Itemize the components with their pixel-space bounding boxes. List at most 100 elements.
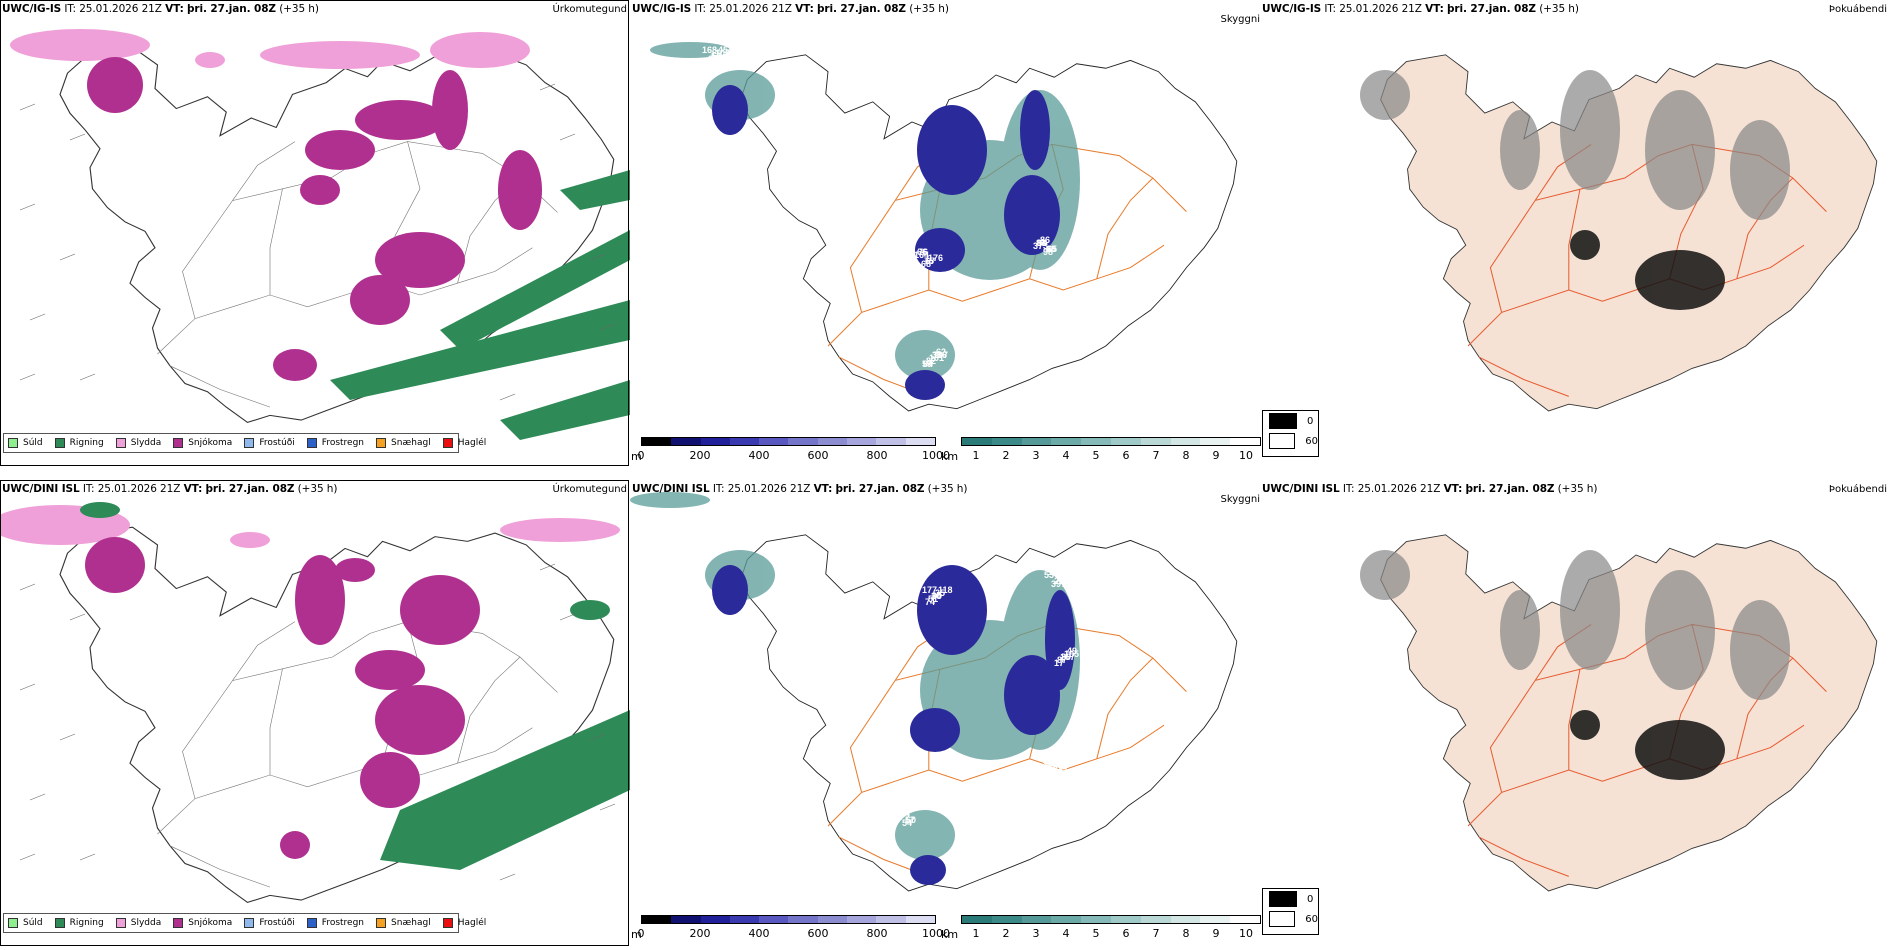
colorbar-tick: 3 (1032, 927, 1040, 940)
fog-map-bottom (1360, 534, 1878, 892)
legend-swatch (306, 438, 317, 448)
colorbar-cell (1170, 438, 1201, 445)
fog-legend-bottom: 0 60 (1262, 888, 1319, 935)
ceiling-value: 59 (1046, 758, 1056, 768)
legend-item: Haglél (442, 438, 487, 448)
panel-title: Þokuábendi (1828, 484, 1887, 495)
colorbar-cell (700, 916, 730, 923)
colorbar-cell (1021, 916, 1052, 923)
colorbar-tick: 1 (972, 927, 980, 940)
colorbar-tick: 400 (748, 927, 770, 940)
colorbar-tick: 4 (1062, 449, 1070, 462)
colorbar-tick: 2 (1002, 927, 1010, 940)
legend-swatch (115, 918, 126, 928)
colorbar-tick: 4 (1062, 927, 1070, 940)
precip-frame (0, 0, 629, 466)
colorbar-tick: 1000 (922, 449, 950, 462)
colorbar-cell (700, 438, 730, 445)
ceiling-value: 194 (1043, 761, 1058, 771)
colorbar-cell (1021, 438, 1052, 445)
colorbar-cell (991, 916, 1022, 923)
ceiling-value: 89 (1046, 244, 1056, 254)
ceiling-value: 82 (926, 356, 936, 366)
colorbar-tick: 200 (689, 927, 711, 940)
legend-swatch (376, 438, 387, 448)
colorbar-tick: 600 (807, 449, 829, 462)
colorbar-cell (788, 916, 818, 923)
legend-label: Haglél (457, 438, 487, 448)
legend-item: Rigning (54, 438, 104, 448)
ceiling-value: 110 (1048, 567, 1063, 577)
fog-panel-bottom: UWC/DINI ISL IT: 25.01.2026 21Z VT: þri.… (1260, 480, 1890, 948)
ceiling-value: 30 (931, 591, 941, 601)
legend-swatch (244, 918, 255, 928)
legend-label: Haglél (457, 918, 487, 928)
ceiling-value: 70 (1100, 122, 1110, 132)
colorbar-tick: 800 (866, 449, 888, 462)
legend-item: Snæhagl (376, 918, 431, 928)
colorbar-cell (729, 438, 760, 445)
ceiling-value: 70 (1055, 576, 1065, 586)
colorbar-cell (1200, 916, 1231, 923)
legend-label: Frostregn (321, 918, 365, 928)
legend-label: Súld (23, 918, 43, 928)
legend-item: Frostregn (306, 438, 364, 448)
colorbar-cell (1051, 916, 1082, 923)
ceiling-value: 121 (822, 192, 837, 202)
ceiling-value: 100 (1094, 128, 1109, 138)
cloudbase-unit: m (631, 928, 642, 941)
legend-swatch (442, 918, 453, 928)
ceiling-value: 75 (924, 256, 934, 266)
fog-swatch-light (1269, 911, 1296, 927)
panel-title: Skyggni (1220, 14, 1260, 25)
colorbar-cell (991, 438, 1022, 445)
visibility-strip (961, 437, 1261, 446)
ceiling-value: 49 (1067, 646, 1077, 656)
ceiling-value: 373 (1033, 241, 1048, 251)
ceiling-panel-bottom: 177 70 80 107 61 60 60 110 17 19 27 62 74 170 105 50 89 8… (630, 480, 1260, 948)
legend-item: Frostúði (244, 918, 295, 928)
fog-map-top (1360, 54, 1878, 412)
ceiling-value: 83 (1036, 238, 1046, 248)
ceiling-value: 80 (1037, 238, 1047, 248)
colorbar-cell (876, 438, 906, 445)
legend-label: Rigning (69, 918, 104, 928)
ceiling-value: 454 (718, 45, 733, 55)
visibility-unit: km (941, 450, 959, 463)
ceiling-value: 17 (1054, 658, 1064, 668)
legend-label: Frostúði (259, 918, 295, 928)
ceiling-value: 43 (1093, 128, 1103, 138)
colorbar-tick: 7 (1152, 927, 1160, 940)
ceiling-value: 83 (1101, 122, 1111, 132)
ceiling-value: 220 (1054, 576, 1069, 586)
colorbar-tick: 5 (1092, 927, 1100, 940)
precip-legend: Súld Rigning Slydda Snjókoma Frostúði Frostre… (3, 913, 486, 933)
legend-item: Slydda (115, 918, 161, 928)
legend-swatch (8, 438, 18, 448)
ceiling-value: 101 (929, 353, 944, 363)
legend-item: Snjókoma (173, 918, 232, 928)
cloudbase-strip (641, 915, 936, 924)
visibility-colorbar-bottom: km 1 2 3 4 5 6 7 8 9 10 (941, 915, 1261, 947)
precip-legend: Súld Rigning Slydda Snjókoma Frostúði Frostre… (3, 433, 486, 453)
ceiling-value: 107 (1047, 758, 1062, 768)
precip-map-top (0, 0, 630, 466)
ceiling-value: 61 (1073, 779, 1083, 789)
panel-header: UWC/DINI ISL IT: 25.01.2026 21Z VT: þri.… (632, 483, 968, 495)
cloudbase-strip (641, 437, 936, 446)
colorbar-tick: 6 (1122, 927, 1130, 940)
ceiling-value: 64 (923, 359, 933, 369)
panel-title: Úrkomutegund (552, 4, 627, 15)
ceiling-value: 59 (922, 359, 932, 369)
ceiling-value: 157 (1060, 652, 1075, 662)
ceiling-value: 181 (1107, 116, 1122, 126)
legend-label: Snjókoma (188, 918, 233, 928)
panel-title: Úrkomutegund (552, 484, 627, 495)
cloudbase-colorbar-bottom: m 0 200 400 600 800 1000 (631, 915, 950, 947)
cloudbase-colorbar-top: m 0 200 400 600 800 1000 (631, 437, 950, 469)
colorbar-cell (847, 916, 877, 923)
colorbar-tick: 7 (1152, 449, 1160, 462)
precip-panel-top: UWC/IG-IS IT: 25.01.2026 21Z VT: þri. 27… (0, 0, 630, 468)
ceiling-value: 62 (899, 806, 909, 816)
legend-label: Slydda (130, 438, 162, 448)
